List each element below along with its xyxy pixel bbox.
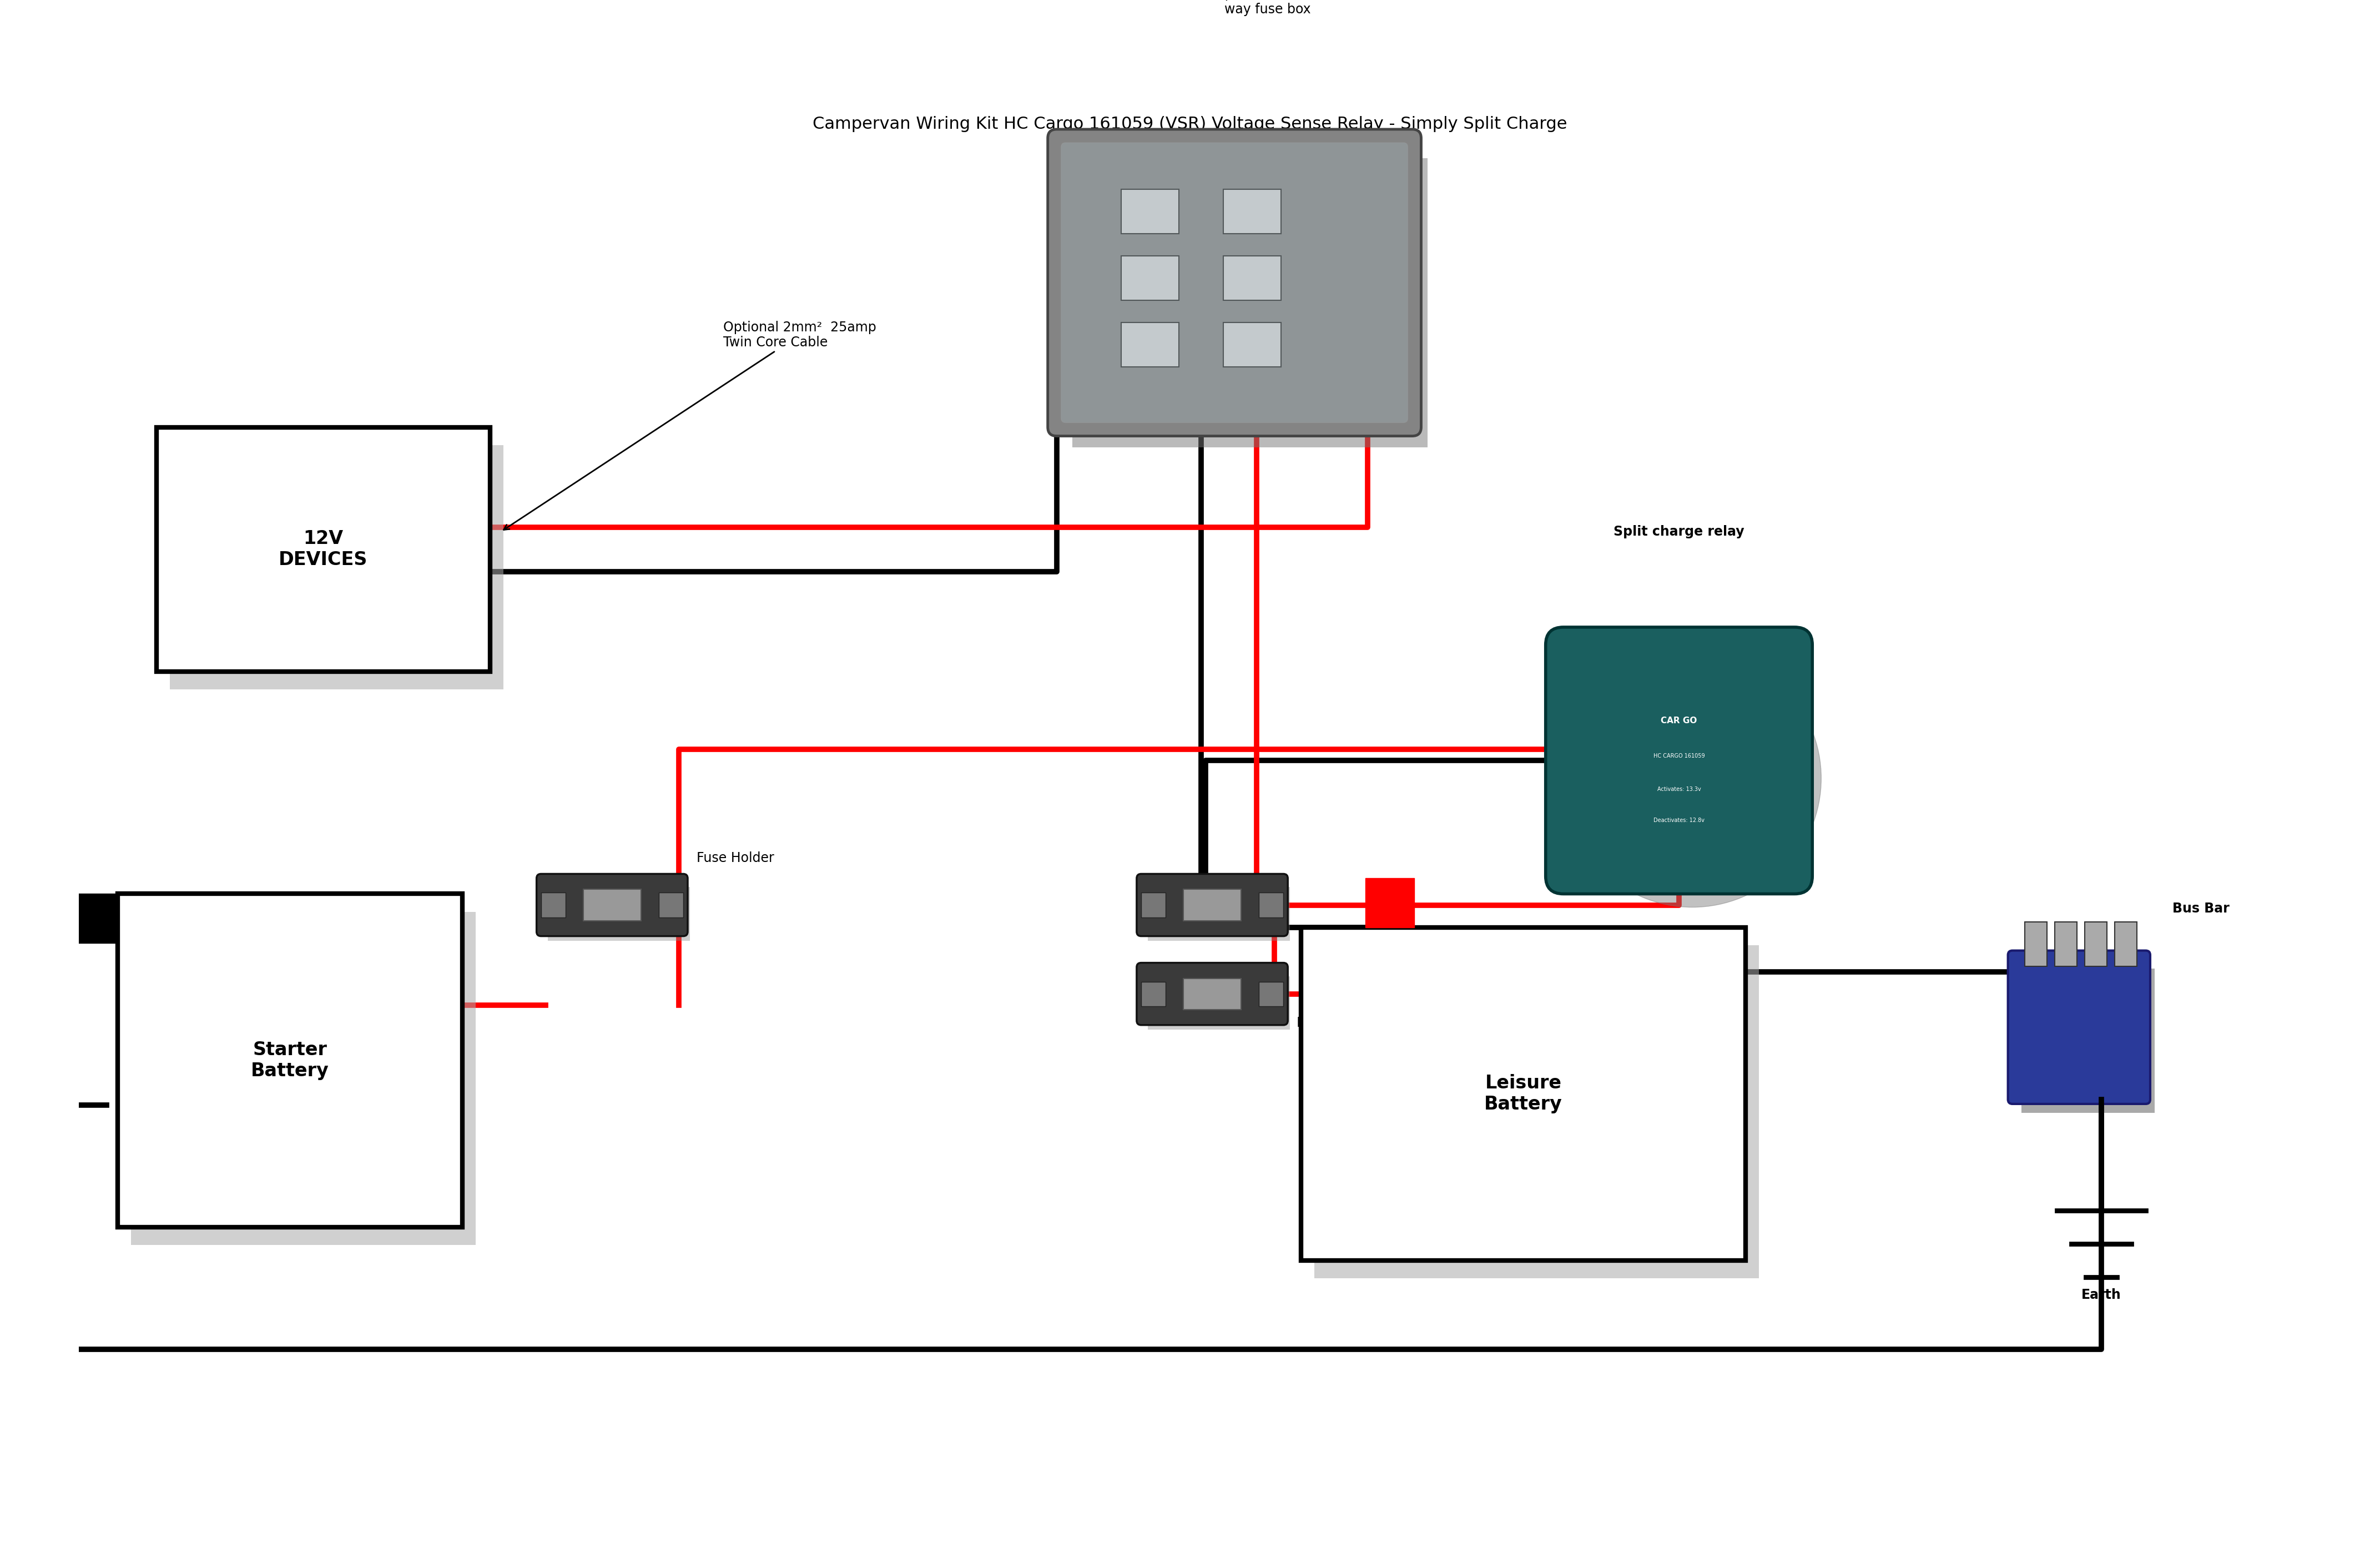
FancyBboxPatch shape [1061, 142, 1409, 422]
Bar [1183, 978, 1240, 1010]
Text: 12V
DEVICES: 12V DEVICES [278, 530, 367, 569]
Bar [1147, 977, 1290, 1030]
Bar [1073, 158, 1428, 447]
Text: Earth: Earth [2082, 1288, 2121, 1302]
Bar [1223, 189, 1280, 234]
Bar [1183, 889, 1240, 921]
Text: Activates: 13.3v: Activates: 13.3v [1656, 786, 1702, 792]
Text: Split charge relay: Split charge relay [1614, 525, 1745, 538]
Text: Fuse Holders: Fuse Holders [1297, 1016, 1380, 1030]
Text: Optional 2mm²  25amp
Twin Core Cable: Optional 2mm² 25amp Twin Core Cable [505, 320, 876, 530]
Bar [1140, 892, 1166, 917]
Text: Bus Bar: Bus Bar [2173, 902, 2230, 914]
Bar [131, 911, 476, 1246]
Bar [76, 894, 117, 942]
Bar [547, 888, 690, 941]
FancyBboxPatch shape [536, 874, 688, 936]
FancyBboxPatch shape [1545, 627, 1811, 894]
Bar [117, 894, 462, 1227]
Text: Starter
Battery: Starter Battery [250, 1041, 328, 1080]
Text: Deactivates: 12.8v: Deactivates: 12.8v [1654, 817, 1704, 824]
Bar [1259, 982, 1283, 1007]
Bar [157, 427, 490, 672]
Bar [1121, 322, 1178, 367]
Text: Leisure
Battery: Leisure Battery [1485, 1074, 1561, 1114]
Bar [1140, 982, 1166, 1007]
Bar [2113, 922, 2137, 966]
FancyBboxPatch shape [1047, 130, 1421, 436]
Bar [2054, 922, 2078, 966]
Bar [2025, 922, 2047, 966]
Circle shape [1564, 649, 1821, 907]
Bar [2021, 969, 2154, 1113]
Bar [540, 892, 566, 917]
Bar [659, 892, 683, 917]
Text: Fuse Holder: Fuse Holder [697, 852, 774, 864]
Bar [1302, 927, 1745, 1261]
Bar [1259, 892, 1283, 917]
Bar [1121, 189, 1178, 234]
Text: CAR GO: CAR GO [1661, 716, 1697, 725]
Bar [1147, 888, 1290, 941]
Bar [1223, 256, 1280, 300]
Bar [1314, 946, 1759, 1279]
Text: Optional 6 or 12
way fuse box: Optional 6 or 12 way fuse box [1214, 0, 1321, 16]
FancyBboxPatch shape [2009, 950, 2149, 1103]
Text: Campervan Wiring Kit HC Cargo 161059 (VSR) Voltage Sense Relay - Simply Split Ch: Campervan Wiring Kit HC Cargo 161059 (VS… [812, 116, 1568, 131]
FancyBboxPatch shape [1138, 874, 1288, 936]
Bar [1223, 322, 1280, 367]
Bar [169, 445, 502, 689]
Text: HC CARGO 161059: HC CARGO 161059 [1654, 753, 1704, 760]
Bar [1366, 878, 1414, 927]
FancyBboxPatch shape [1138, 963, 1288, 1025]
Bar [583, 889, 640, 921]
Bar [2085, 922, 2106, 966]
Bar [1121, 256, 1178, 300]
